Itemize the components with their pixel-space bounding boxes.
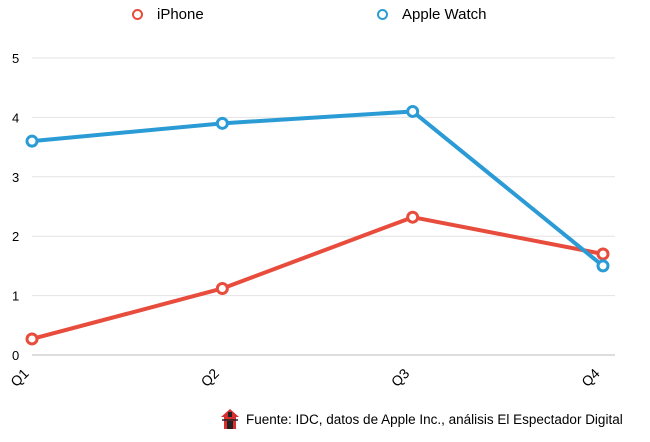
point-iphone-q1 xyxy=(25,332,39,346)
point-iphone-q4 xyxy=(596,247,610,261)
x-tick-label-q4: Q4 xyxy=(578,365,603,390)
y-axis-tick-labels: 0 1 2 3 4 5 xyxy=(12,51,19,363)
series-line-apple-watch xyxy=(30,109,605,268)
point-iphone-q2 xyxy=(215,281,229,295)
legend: iPhone Apple Watch xyxy=(0,6,650,30)
legend-item-apple-watch: Apple Watch xyxy=(377,6,487,23)
x-axis-tick-labels: Q1 Q2 Q3 Q4 xyxy=(7,365,603,390)
series-lines xyxy=(25,104,610,346)
legend-item-iphone: iPhone xyxy=(132,6,204,23)
house-logo-icon xyxy=(221,409,239,429)
y-tick-label-1: 1 xyxy=(12,289,19,304)
x-tick-label-q3: Q3 xyxy=(388,365,413,390)
legend-label-apple-watch: Apple Watch xyxy=(402,6,487,23)
point-apple-watch-q3 xyxy=(406,104,420,118)
y-tick-label-5: 5 xyxy=(12,51,19,66)
x-tick-label-q1: Q1 xyxy=(7,365,32,390)
y-tick-label-4: 4 xyxy=(12,110,19,125)
point-apple-watch-q4 xyxy=(596,259,610,273)
y-tick-label-0: 0 xyxy=(12,348,19,363)
point-apple-watch-q1 xyxy=(25,134,39,148)
legend-marker-iphone xyxy=(132,9,143,20)
y-tick-label-2: 2 xyxy=(12,229,19,244)
legend-marker-apple-watch xyxy=(377,9,388,20)
x-tick-label-q2: Q2 xyxy=(198,365,223,390)
legend-label-iphone: iPhone xyxy=(157,6,204,23)
point-apple-watch-q2 xyxy=(215,116,229,130)
source-text: Fuente: IDC, datos de Apple Inc., anális… xyxy=(246,411,623,427)
y-tick-label-3: 3 xyxy=(12,170,19,185)
point-iphone-q3 xyxy=(406,210,420,224)
series-line-iphone xyxy=(30,215,605,341)
source-footer: Fuente: IDC, datos de Apple Inc., anális… xyxy=(220,408,623,430)
